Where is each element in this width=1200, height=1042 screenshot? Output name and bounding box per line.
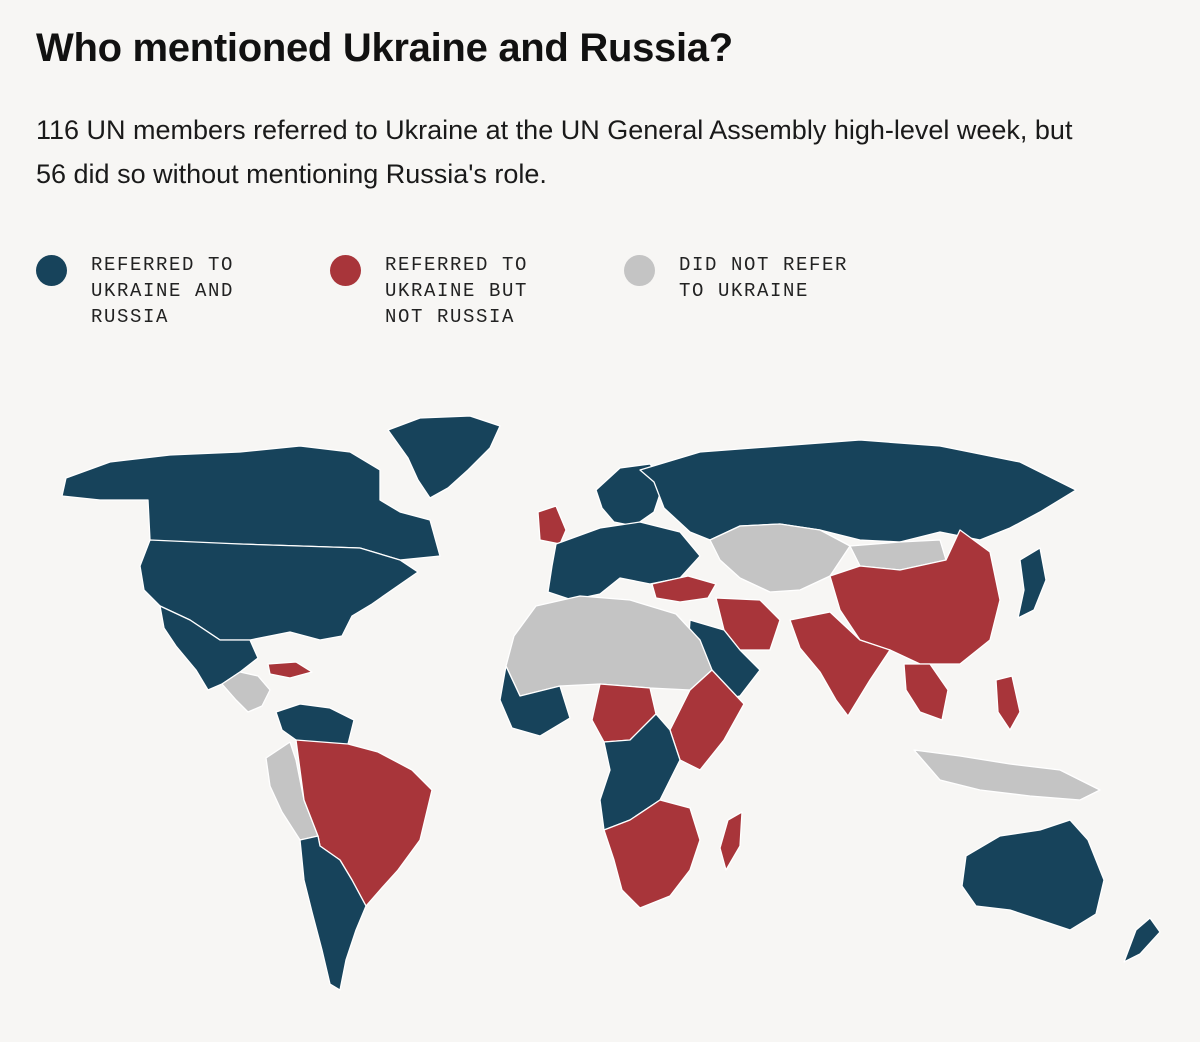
region-caribbean[interactable] <box>267 661 313 679</box>
legend-swatch-none <box>624 255 655 286</box>
page-subtitle: 116 UN members referred to Ukraine at th… <box>36 115 1073 189</box>
legend-label-ukraine-only: Referred to Ukraine but not Russia <box>385 254 529 328</box>
region-japan[interactable] <box>1017 547 1047 619</box>
legend-swatch-ukraine-only <box>330 255 361 286</box>
region-argentina-chile[interactable] <box>299 835 367 991</box>
region-north-africa[interactable] <box>505 595 713 697</box>
region-indonesia[interactable] <box>913 749 1101 801</box>
region-scandinavia[interactable] <box>595 463 665 527</box>
region-west-africa[interactable] <box>499 665 571 737</box>
region-new-zealand[interactable] <box>1123 917 1161 963</box>
legend-item-none: Did not refer to Ukraine <box>624 252 869 304</box>
region-western-europe[interactable] <box>547 521 701 601</box>
region-southern-africa[interactable] <box>603 799 701 909</box>
legend: Referred to Ukraine and Russia Referred … <box>36 252 1136 342</box>
region-canada[interactable] <box>61 445 441 561</box>
region-madagascar[interactable] <box>719 811 743 871</box>
world-map <box>61 415 1161 991</box>
region-southeast-asia[interactable] <box>903 663 949 721</box>
region-colombia-venezuela[interactable] <box>275 703 355 747</box>
region-uk[interactable] <box>537 505 567 545</box>
region-australia[interactable] <box>961 819 1105 931</box>
page-title: Who mentioned Ukraine and Russia? <box>36 26 733 70</box>
region-india[interactable] <box>789 611 891 717</box>
legend-label-none: Did not refer to Ukraine <box>679 254 849 302</box>
region-russia[interactable] <box>639 439 1077 543</box>
legend-item-ukraine-only: Referred to Ukraine but not Russia <box>330 252 575 330</box>
region-philippines[interactable] <box>995 675 1021 731</box>
region-central-asia[interactable] <box>709 523 851 593</box>
legend-item-both: Referred to Ukraine and Russia <box>36 252 281 330</box>
region-central-america[interactable] <box>221 671 271 713</box>
region-turkey[interactable] <box>651 575 717 603</box>
region-greenland[interactable] <box>387 415 501 499</box>
legend-label-both: Referred to Ukraine and Russia <box>91 254 235 328</box>
legend-swatch-both <box>36 255 67 286</box>
